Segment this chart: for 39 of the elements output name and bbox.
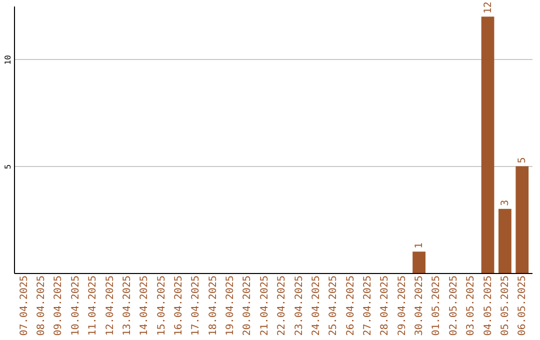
bar: [498, 208, 512, 273]
x-tick-label: 12.04.2025: [104, 276, 116, 336]
x-tick-label: 03.05.2025: [466, 276, 477, 336]
data-label: 3: [500, 200, 511, 206]
x-tick-label: 14.04.2025: [139, 276, 150, 336]
x-tick-label: 28.04.2025: [380, 276, 391, 336]
x-tick-label: 20.04.2025: [242, 276, 254, 336]
x-tick-label: 21.04.2025: [259, 276, 270, 336]
bar: [481, 16, 494, 273]
y-tick-label: 10: [4, 54, 12, 65]
x-tick-label: 16.04.2025: [174, 276, 185, 336]
x-tick-label: 27.04.2025: [362, 276, 374, 336]
x-tick-label: 13.04.2025: [122, 276, 133, 336]
x-tick-label: 26.04.2025: [345, 276, 356, 336]
bar: [412, 252, 426, 273]
x-tick-label: 19.04.2025: [225, 276, 236, 336]
x-tick-label: 29.04.2025: [396, 276, 408, 336]
x-tick-label: 25.04.2025: [328, 276, 340, 336]
x-tick-label: 22.04.2025: [276, 276, 288, 336]
data-label: 1: [414, 242, 426, 249]
x-tick-label: 30.04.2025: [414, 276, 426, 336]
data-label: 12: [482, 2, 494, 14]
x-tick-label: 15.04.2025: [156, 276, 168, 336]
x-tick-label: 23.04.2025: [294, 276, 305, 336]
data-label: 5: [517, 157, 528, 164]
x-tick-label: 17.04.2025: [190, 276, 202, 336]
bar: [516, 166, 529, 273]
x-tick-label: 10.04.2025: [70, 276, 82, 336]
x-tick-label: 08.04.2025: [36, 276, 48, 336]
x-tick-label: 02.05.2025: [448, 276, 460, 336]
x-tick-label: 11.04.2025: [88, 276, 99, 336]
x-tick-label: 24.04.2025: [310, 276, 322, 336]
x-tick-label: 04.05.2025: [482, 276, 494, 336]
x-tick-label: 09.04.2025: [53, 276, 64, 336]
x-tick-label: 05.05.2025: [500, 276, 511, 336]
x-tick-label: 06.05.2025: [517, 276, 528, 336]
x-tick-label: 01.05.2025: [431, 276, 442, 336]
x-tick-label: 07.04.2025: [18, 276, 30, 336]
x-tick-label: 18.04.2025: [208, 276, 219, 336]
